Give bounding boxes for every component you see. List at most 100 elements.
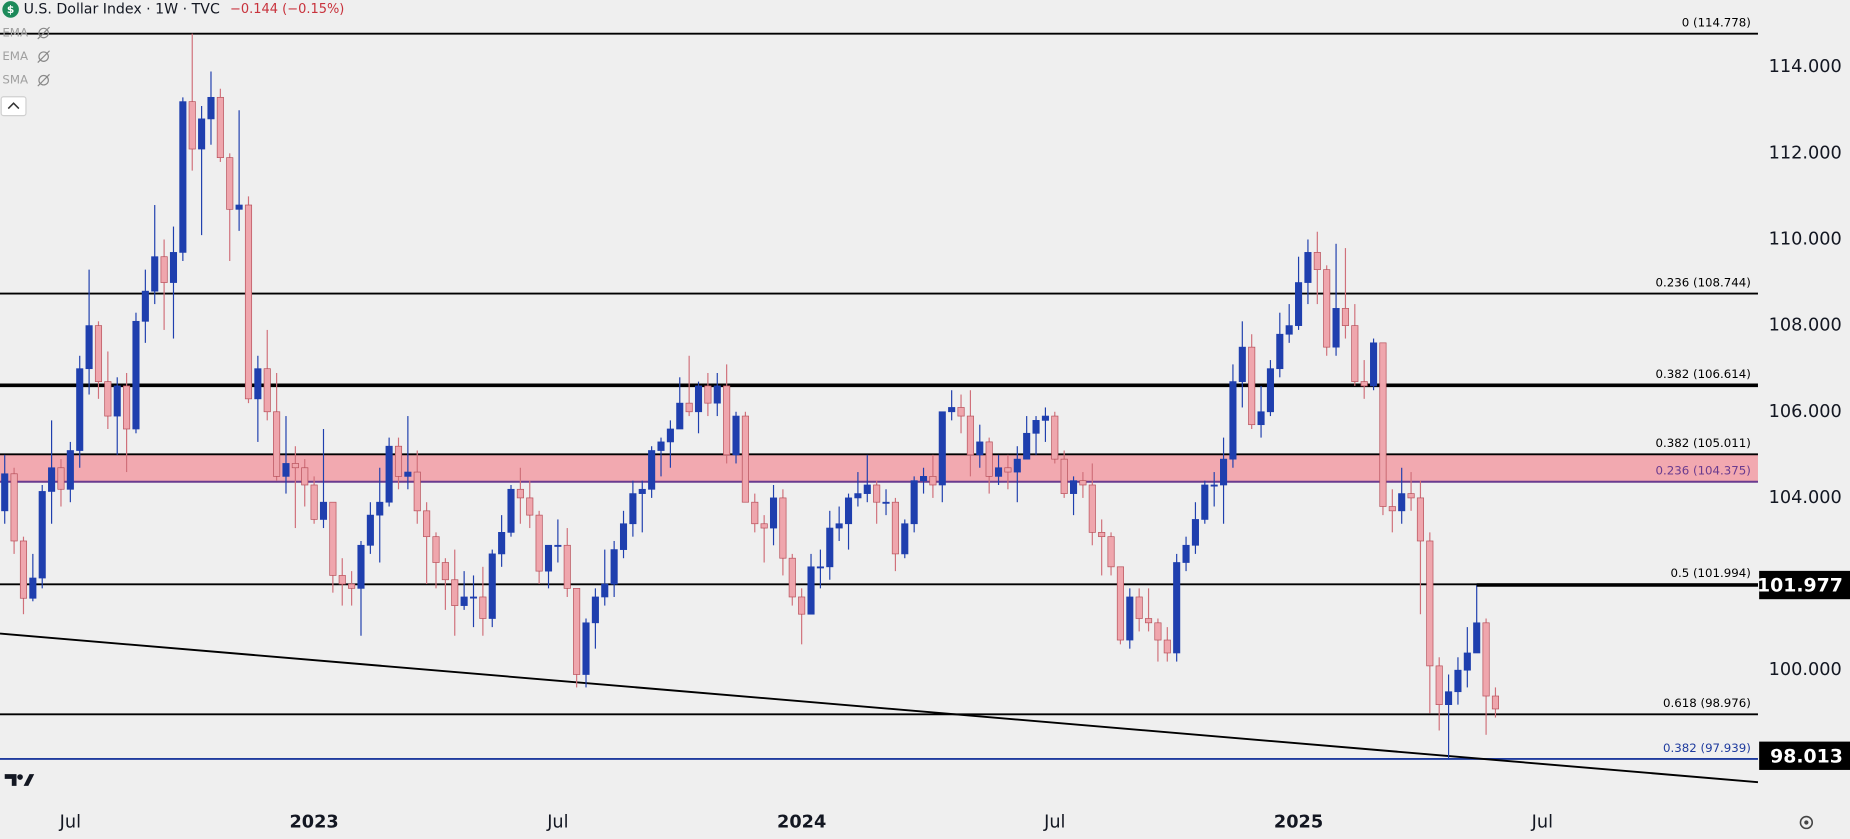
candle-body [779,497,787,559]
candle-body [254,368,262,400]
candle-body [957,407,965,417]
candle-body [723,385,731,456]
candle-body [882,501,890,504]
candle-body [1407,493,1415,499]
candle-body [1051,415,1059,460]
candle-body [263,368,271,413]
settings-icon[interactable] [1799,815,1814,830]
candle-body [676,402,684,430]
candle-body [638,488,646,494]
logo-part [23,774,35,786]
hidden-eye-icon [38,74,49,86]
candle-body [995,467,1003,477]
price-marker-box [1759,570,1850,600]
candle-body [1107,536,1115,568]
candle-body [1163,639,1171,654]
candle-body [919,476,928,482]
candle-body [301,467,309,486]
plot-area: 0 (114.778) 0.236 (108.744) 0.382 (106.614… [0,16,1759,784]
candle-body [451,579,459,606]
candle-body [432,536,440,563]
candle-body [751,501,759,525]
candle-body [1360,381,1368,387]
candle-body [966,415,974,456]
candle-body [657,441,665,451]
candle-body [66,450,74,490]
candle-body [469,596,478,599]
candle-body [1332,308,1340,348]
candle-body [704,385,712,404]
candle-body [863,484,871,494]
candle-body [1191,519,1199,546]
candle-body [385,445,393,503]
candle-body [1088,484,1096,533]
candle-body [1248,346,1256,426]
candle-body [1070,480,1078,494]
level-label: 0.236 (104.375) [1656,464,1751,478]
candle-body [319,501,328,520]
candle-body [282,463,290,477]
candle-body [619,523,628,550]
candle-body [376,501,384,516]
candle-body [413,471,421,512]
candle-body [976,441,984,456]
candle-body [1079,480,1087,486]
candle-body [901,523,909,555]
candle-body [535,514,543,572]
x-tick-label: 2025 [1274,812,1323,832]
price-change: −0.144 (−0.15%) [230,2,344,17]
candle-body [1491,695,1499,710]
candle-body [610,549,618,585]
hidden-eye-slash [37,26,50,40]
candle-body [601,583,609,598]
candle-body [1098,532,1106,538]
candle-body [648,450,656,490]
candle-body [891,501,899,555]
indicator-label: SMA [2,73,28,87]
settings-icon-dot [1804,820,1809,825]
candle-body [488,553,496,619]
logo-part [17,774,23,780]
candle-body [1388,506,1396,512]
hidden-eye-slash [37,73,50,87]
candle-body [357,544,365,589]
candle-body [507,488,515,533]
candle-body [1473,622,1481,654]
candle-body [244,204,253,400]
candle-body [76,368,84,451]
x-tick-label: Jul [1531,812,1553,832]
candle-body [366,514,374,546]
candle-body [1220,458,1228,486]
candle-body [938,411,946,486]
candle-body [1313,252,1321,270]
level-label: 0.5 (101.994) [1670,566,1750,580]
candle-body [1435,665,1443,706]
candle-body [1276,333,1284,370]
candle-body [910,480,918,525]
candle-body [788,557,796,598]
candle-body [348,583,356,589]
y-tick-label: 112.000 [1769,143,1842,163]
indicator-label: EMA [2,26,28,40]
candle-body [526,497,534,516]
candle-body [1445,691,1453,706]
collapse-button[interactable] [0,96,27,117]
symbol-icon-glyph: $ [7,3,14,16]
candle-body [694,385,703,413]
candle-body [1201,484,1209,520]
indicator-list: EMA EMA SMA [2,26,50,87]
x-tick-label: 2023 [290,812,339,832]
candle-body [1210,484,1218,487]
candle-body [1,473,9,512]
candle-body [1013,458,1021,473]
candle-body [685,402,693,413]
candle-body [338,575,346,585]
candle-body [479,596,487,619]
candle-body [666,428,674,443]
candle-body [310,484,318,520]
candle-body [160,256,168,283]
candle-body [1004,467,1012,473]
candle-body [1135,596,1143,619]
